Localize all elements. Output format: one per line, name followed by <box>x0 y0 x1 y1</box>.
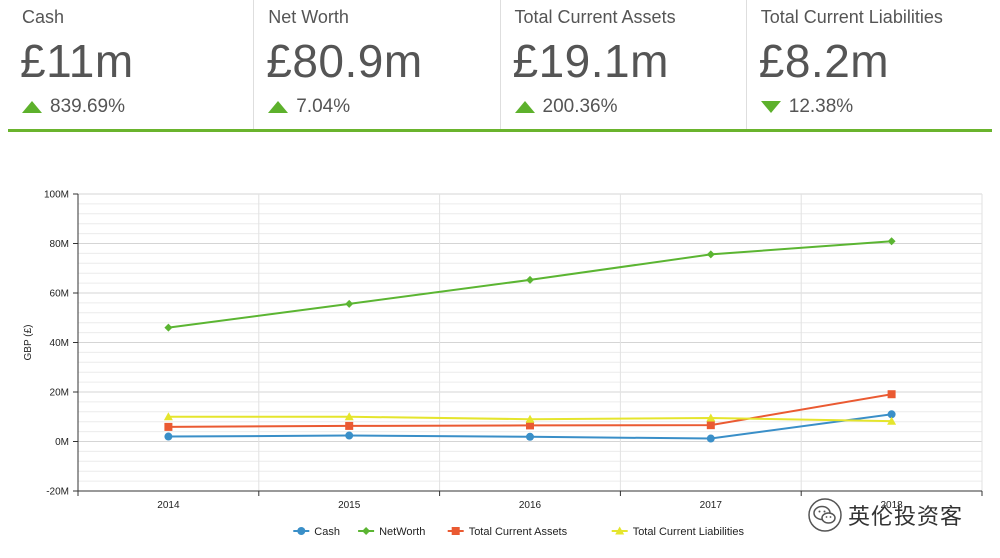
series-total-current-liabilities <box>163 412 897 425</box>
legend-marker <box>451 527 460 535</box>
kpi-value: £8.2m <box>758 35 890 87</box>
data-point <box>887 390 896 399</box>
data-point <box>526 421 534 430</box>
kpi-card-cash: Cash £11m 839.69% <box>8 0 255 129</box>
kpi-change: 200.36% <box>514 96 618 118</box>
x-tick-label: 2014 <box>157 500 180 511</box>
chart-axes: -20M 0M 20M 40M 60M 80M 100M 2014 2015 2016 2017 20… <box>23 190 983 511</box>
kpi-label: Cash <box>22 7 65 27</box>
data-point <box>887 416 897 425</box>
data-point <box>344 412 354 421</box>
kpi-label: Net Worth <box>268 7 349 27</box>
chart-series <box>163 237 897 443</box>
kpi-change: 12.38% <box>760 96 854 118</box>
kpi-change-value: 200.36% <box>542 96 618 117</box>
kpi-card-net-worth: Net Worth £80.9m 7.04% <box>254 0 501 129</box>
arrow-up-icon <box>268 101 289 113</box>
kpi-card-total-current-liabilities: Total Current Liabilities £8.2m 12.38% <box>747 0 992 129</box>
legend-marker <box>362 527 371 535</box>
series-line <box>168 240 892 329</box>
y-tick-label: -20M <box>46 487 69 498</box>
data-point <box>706 421 715 430</box>
kpi-change-value: 7.04% <box>296 96 351 117</box>
line-chart: -20M 0M 20M 40M 60M 80M 100M 2014 2015 2016 2017 20… <box>23 190 983 538</box>
legend-label: Cash <box>314 526 340 538</box>
data-point <box>887 237 896 246</box>
data-point <box>887 410 896 419</box>
data-point <box>163 412 173 421</box>
x-tick-label: 2018 <box>880 500 903 511</box>
data-point <box>164 323 173 332</box>
data-point <box>345 299 354 308</box>
kpi-change: 7.04% <box>268 96 350 118</box>
wechat-icon <box>808 498 842 532</box>
kpi-label: Total Current Assets <box>514 7 676 27</box>
legend-item: NetWorth <box>358 526 425 538</box>
y-tick-label: 40M <box>50 338 69 349</box>
legend-item: Cash <box>293 526 340 538</box>
watermark: 英伦投资客 <box>808 498 963 532</box>
data-point <box>526 275 534 284</box>
series-networth <box>164 237 896 332</box>
x-tick-label: 2015 <box>338 500 361 511</box>
arrow-up-icon <box>514 101 535 113</box>
series-total-current-assets <box>164 390 896 431</box>
arrow-down-icon <box>760 101 781 113</box>
data-point <box>706 413 716 422</box>
y-tick-label: 0M <box>55 437 69 448</box>
y-tick-label: 100M <box>44 190 69 201</box>
kpi-value: £80.9m <box>266 35 423 87</box>
legend-label: Total Current Assets <box>469 526 568 538</box>
chart-legend: Cash NetWorth Total Current Assets Total Cu… <box>293 526 744 538</box>
chart-grid <box>77 193 983 492</box>
data-point <box>345 421 354 430</box>
kpi-change-value: 839.69% <box>50 96 126 117</box>
watermark-text: 英伦投资客 <box>848 505 964 530</box>
series-cash <box>164 410 896 443</box>
data-point <box>526 432 534 441</box>
data-point <box>164 422 173 431</box>
legend-label: NetWorth <box>379 526 425 538</box>
data-point <box>706 434 715 443</box>
data-point <box>164 432 173 441</box>
arrow-up-icon <box>22 101 42 113</box>
y-axis-title: GBP (£) <box>23 325 34 361</box>
kpi-change-value: 12.38% <box>788 96 854 117</box>
legend-label: Total Current Liabilities <box>633 526 745 538</box>
y-tick-label: 60M <box>50 289 69 300</box>
kpi-summary-bar: Cash £11m 839.69% Net Worth £80.9m 7.04%… <box>8 0 992 132</box>
data-point <box>706 250 715 259</box>
y-tick-label: 80M <box>50 239 69 250</box>
x-tick-label: 2017 <box>700 500 723 511</box>
y-tick-label: 20M <box>50 388 69 399</box>
legend-item: Total Current Liabilities <box>611 526 745 538</box>
legend-marker <box>297 527 306 535</box>
kpi-value: £11m <box>20 35 134 87</box>
kpi-change: 839.69% <box>22 96 125 118</box>
kpi-label: Total Current Liabilities <box>760 7 943 27</box>
data-point <box>345 431 354 440</box>
kpi-value: £19.1m <box>512 35 669 87</box>
legend-marker <box>615 526 625 535</box>
data-point <box>525 414 535 423</box>
kpi-card-total-current-assets: Total Current Assets £19.1m 200.36% <box>501 0 747 129</box>
x-tick-label: 2016 <box>519 500 542 511</box>
legend-item: Total Current Assets <box>447 526 568 538</box>
